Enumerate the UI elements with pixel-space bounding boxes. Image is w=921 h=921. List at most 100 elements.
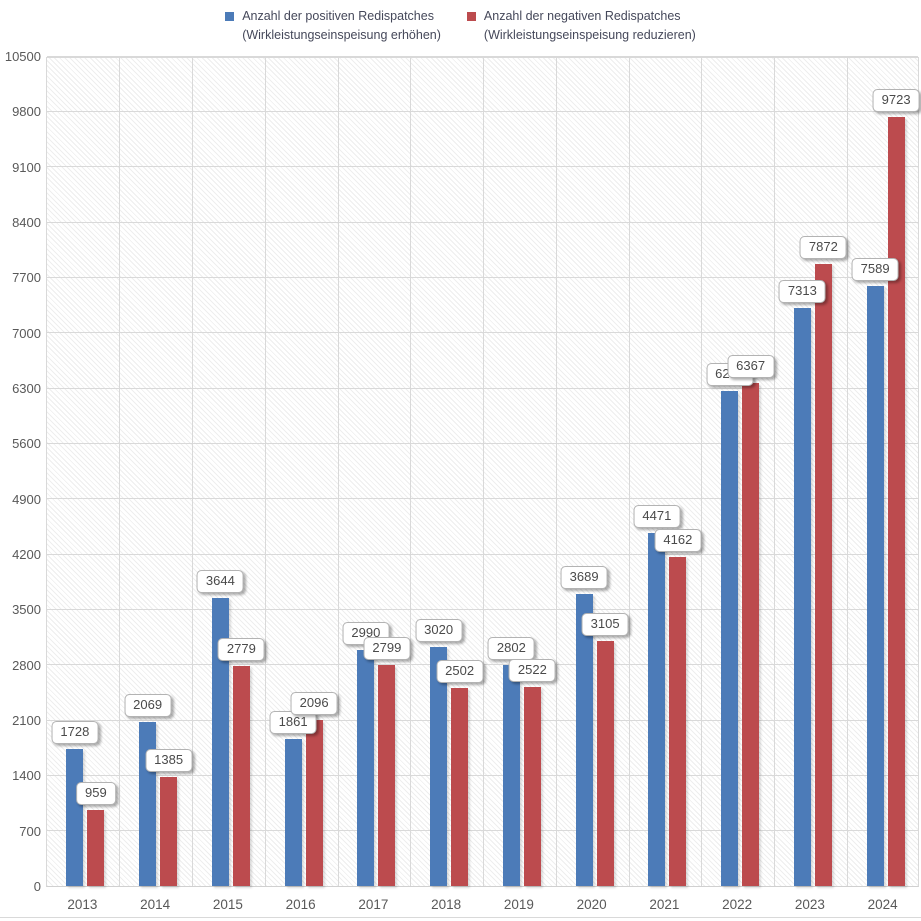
data-label-positive-2023: 7313 xyxy=(778,279,826,303)
bar-positive-2023 xyxy=(793,307,811,886)
data-label-positive-2016: 1861 xyxy=(269,710,317,734)
y-tick-label-7700: 7700 xyxy=(12,270,41,286)
data-label-positive-2013: 1728 xyxy=(51,721,99,745)
legend-label-positive-line2: (Wirkleistungseinspeisung erhöhen) xyxy=(242,28,441,42)
data-label-negative-2019: 2522 xyxy=(508,658,556,682)
grid-line-h-10500 xyxy=(47,55,918,57)
legend-entry-negative: Anzahl der negativen Redispatches (Wirkl… xyxy=(466,7,696,45)
plot-area: 1728206936441861299030202802368944716258… xyxy=(46,55,920,887)
grid-line-v-7 xyxy=(555,58,557,886)
grid-line-v-2 xyxy=(192,58,193,886)
grid-line-h-700 xyxy=(47,830,918,832)
legend-label-positive: Anzahl der positiven Redispatches (Wirkl… xyxy=(242,7,441,45)
bar-positive-2024 xyxy=(866,286,884,886)
bar-negative-2021 xyxy=(669,557,687,886)
grid-line-h-9100 xyxy=(47,166,918,168)
legend-label-positive-line1: Anzahl der positiven Redispatches xyxy=(242,9,434,23)
y-tick-label-2800: 2800 xyxy=(12,657,41,673)
data-label-negative-2021: 4162 xyxy=(654,529,702,553)
x-tick-label-2017: 2017 xyxy=(358,897,389,912)
bar-negative-2022 xyxy=(742,382,760,886)
grid-line-v-11 xyxy=(846,58,848,886)
y-tick-label-8400: 8400 xyxy=(12,215,41,230)
data-label-negative-2015: 2779 xyxy=(217,638,265,662)
bar-positive-2018 xyxy=(430,647,448,886)
y-tick-label-4200: 4200 xyxy=(12,547,41,562)
bar-positive-2013 xyxy=(66,749,84,886)
grid-line-h-9800 xyxy=(47,110,918,112)
data-label-positive-2015: 3644 xyxy=(196,569,244,593)
bar-negative-2018 xyxy=(451,688,469,886)
y-tick-label-0: 0 xyxy=(33,879,41,894)
legend-marker-negative-icon xyxy=(466,12,476,21)
grid-line-h-4900 xyxy=(47,498,918,500)
grid-line-h-1400 xyxy=(47,774,918,776)
bar-positive-2022 xyxy=(721,391,739,886)
legend-label-negative-line2: (Wirkleistungseinspeisung reduzieren) xyxy=(483,28,696,42)
grid-line-h-2100 xyxy=(47,719,918,721)
y-tick-label-9800: 9800 xyxy=(12,104,41,120)
bar-negative-2014 xyxy=(160,776,178,886)
y-tick-label-4900: 4900 xyxy=(12,491,41,507)
data-label-negative-2022: 6367 xyxy=(727,354,775,378)
legend-entry-positive: Anzahl der positiven Redispatches (Wirkl… xyxy=(225,7,441,45)
x-tick-label-2022: 2022 xyxy=(722,897,753,912)
x-tick-label-2021: 2021 xyxy=(649,897,680,912)
grid-line-v-4 xyxy=(337,58,339,886)
data-label-positive-2020: 3689 xyxy=(560,566,608,590)
legend-label-negative: Anzahl der negativen Redispatches (Wirkl… xyxy=(484,7,696,45)
bar-positive-2014 xyxy=(139,722,157,886)
y-tick-label-7000: 7000 xyxy=(12,325,41,341)
bar-negative-2015 xyxy=(232,666,250,886)
data-label-positive-2018: 3020 xyxy=(415,619,463,643)
data-label-negative-2016: 2096 xyxy=(290,692,338,716)
x-tick-label-2018: 2018 xyxy=(431,897,462,912)
y-tick-label-10500: 10500 xyxy=(4,49,41,64)
chart-legend: Anzahl der positiven Redispatches (Wirkl… xyxy=(0,7,921,45)
data-label-negative-2013: 959 xyxy=(76,782,116,806)
bar-negative-2023 xyxy=(814,263,832,886)
y-tick-label-1400: 1400 xyxy=(12,768,41,784)
x-tick-label-2013: 2013 xyxy=(67,897,98,912)
grid-line-h-3500 xyxy=(47,608,918,610)
data-label-negative-2023: 7872 xyxy=(799,235,847,259)
bar-positive-2016 xyxy=(284,738,302,886)
data-label-negative-2024: 9723 xyxy=(872,89,920,113)
bar-positive-2020 xyxy=(575,594,593,886)
grid-line-h-6300 xyxy=(47,387,918,389)
bar-positive-2015 xyxy=(211,597,229,886)
bar-negative-2017 xyxy=(378,664,396,886)
grid-line-v-3 xyxy=(264,58,266,886)
data-label-positive-2014: 2069 xyxy=(124,694,172,718)
legend-marker-positive-icon xyxy=(225,12,235,21)
bar-positive-2019 xyxy=(502,664,520,886)
bar-negative-2019 xyxy=(523,686,541,886)
grid-line-v-6 xyxy=(483,58,484,886)
grid-line-v-1 xyxy=(119,58,121,886)
y-tick-label-6300: 6300 xyxy=(12,381,41,396)
x-tick-label-2023: 2023 xyxy=(794,897,825,912)
grid-line-h-7700 xyxy=(47,276,918,278)
bar-positive-2021 xyxy=(648,532,666,886)
grid-line-v-9 xyxy=(701,58,703,886)
data-label-negative-2018: 2502 xyxy=(436,660,484,684)
grid-line-h-7000 xyxy=(47,332,918,334)
x-tick-label-2020: 2020 xyxy=(576,897,607,912)
y-tick-label-700: 700 xyxy=(19,823,41,839)
bar-positive-2017 xyxy=(357,649,375,886)
x-tick-label-2014: 2014 xyxy=(140,897,171,912)
bar-negative-2013 xyxy=(87,810,105,886)
grid-line-h-4200 xyxy=(47,553,918,555)
bar-negative-2024 xyxy=(887,117,905,886)
grid-line-h-5600 xyxy=(47,442,918,444)
data-label-negative-2020: 3105 xyxy=(581,612,629,636)
grid-line-v-10 xyxy=(774,58,775,886)
legend-label-negative-line1: Anzahl der negativen Redispatches xyxy=(483,9,681,23)
grid-line-v-8 xyxy=(628,58,630,886)
x-tick-label-2024: 2024 xyxy=(867,897,898,912)
x-tick-label-2015: 2015 xyxy=(212,897,243,912)
y-tick-label-3500: 3500 xyxy=(12,602,41,618)
data-label-positive-2021: 4471 xyxy=(633,504,681,528)
data-label-positive-2019: 2802 xyxy=(487,636,535,660)
